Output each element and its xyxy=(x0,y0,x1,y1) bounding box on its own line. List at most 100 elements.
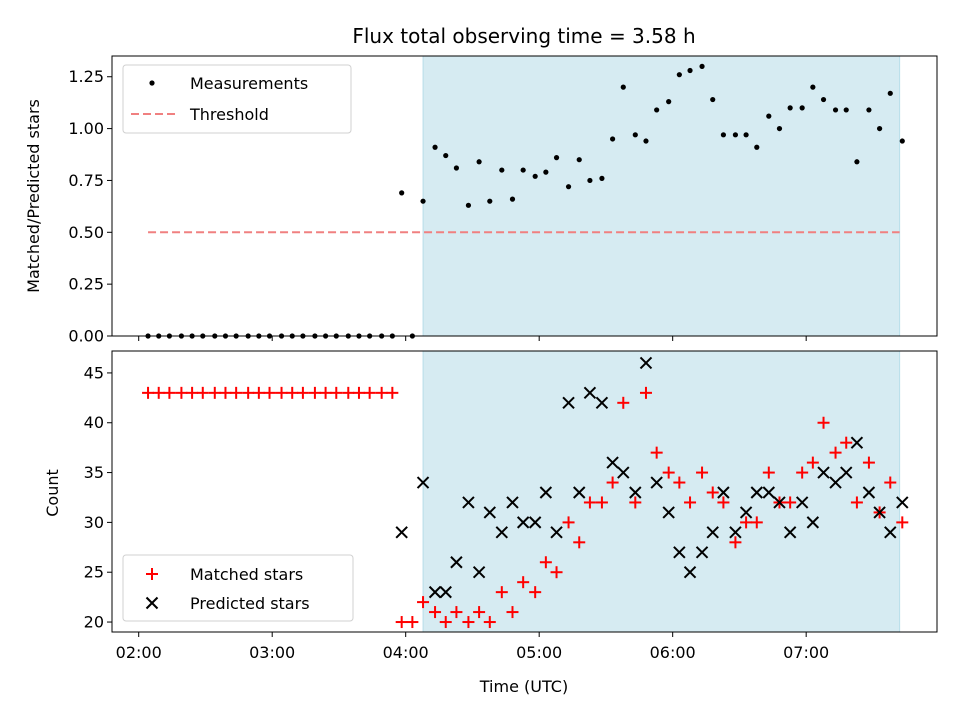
matched-star-point xyxy=(352,386,365,399)
predicted-star-point xyxy=(606,456,619,469)
measurement-point xyxy=(866,107,872,113)
matched-star-point xyxy=(583,496,596,509)
measurement-point xyxy=(654,107,660,113)
legend-frame xyxy=(122,554,354,622)
matched-star-point xyxy=(762,466,775,479)
predicted-star-point xyxy=(695,546,709,559)
top-ylabel: Matched/Predicted stars xyxy=(24,99,43,293)
matched-star-point xyxy=(650,446,663,459)
x-tick-label: 03:00 xyxy=(249,643,295,662)
y-tick-label: 0.75 xyxy=(68,171,104,190)
matched-star-point xyxy=(639,386,652,399)
matched-star-point xyxy=(896,516,909,529)
predicted-star-point xyxy=(495,526,509,539)
x-tick-label: 06:00 xyxy=(650,643,696,662)
matched-star-point xyxy=(252,386,265,399)
predicted-star-point xyxy=(639,356,653,370)
measurement-point xyxy=(810,84,816,90)
measurement-point xyxy=(720,132,727,138)
matched-star-point xyxy=(662,466,675,479)
predicted-star-point xyxy=(762,486,776,499)
matched-star-point xyxy=(342,386,355,399)
matched-star-point xyxy=(186,386,199,399)
predicted-star-point xyxy=(896,496,909,509)
predicted-star-point xyxy=(573,486,586,499)
measurement-point xyxy=(476,159,482,165)
x-tick-label: 04:00 xyxy=(383,643,429,662)
bottom-legend: Matched stars Predicted stars xyxy=(122,554,354,622)
predicted-star-point xyxy=(717,486,730,499)
predicted-star-point xyxy=(617,466,630,479)
predicted-star-point xyxy=(750,486,763,499)
matched-star-point xyxy=(806,456,819,469)
measurement-point xyxy=(699,63,705,69)
predicted-star-point xyxy=(739,506,753,519)
y-tick-label: 25 xyxy=(84,563,104,582)
predicted-star-point xyxy=(650,476,663,489)
predicted-star-point xyxy=(506,496,519,509)
legend-label-threshold: Threshold xyxy=(189,105,269,124)
legend-label-measurements: Measurements xyxy=(190,74,308,93)
predicted-star-point xyxy=(729,526,742,539)
y-tick-label: 35 xyxy=(84,463,104,482)
matched-star-point xyxy=(296,386,309,399)
y-tick-label: 45 xyxy=(84,363,104,382)
shaded-interval xyxy=(422,55,901,337)
measurement-point xyxy=(743,132,749,138)
measurement-point xyxy=(687,67,693,74)
matched-star-point xyxy=(506,606,519,619)
measurement-point xyxy=(854,159,860,165)
matched-star-point xyxy=(884,476,897,489)
top-legend: Measurements Threshold xyxy=(122,64,352,134)
measurement-point xyxy=(799,105,805,111)
predicted-star-point xyxy=(817,466,830,479)
matched-star-point xyxy=(573,536,586,549)
matched-star-point xyxy=(829,446,842,459)
matched-star-point xyxy=(606,476,619,489)
measurement-point xyxy=(453,165,460,171)
chart-title: Flux total observing time = 3.58 h xyxy=(352,24,695,48)
measurement-point xyxy=(509,196,516,202)
measurement-point xyxy=(443,152,449,159)
matched-star-point xyxy=(817,416,830,429)
y-tick-label: 1.00 xyxy=(68,119,104,138)
predicted-star-point xyxy=(795,496,809,509)
bottom-ylabel: Count xyxy=(43,469,62,517)
measurement-point xyxy=(587,177,593,184)
matched-star-point xyxy=(375,386,388,399)
legend-marker-predicted xyxy=(145,596,159,610)
predicted-star-point xyxy=(595,396,609,410)
measurement-point xyxy=(666,99,672,105)
predicted-star-point xyxy=(683,566,697,579)
measurement-point xyxy=(553,155,560,161)
measurement-point xyxy=(499,167,505,173)
measurement-point xyxy=(565,184,572,190)
measurement-point xyxy=(832,107,839,113)
measurement-point xyxy=(610,136,616,142)
y-tick-label: 20 xyxy=(84,613,104,632)
matched-star-point xyxy=(740,516,753,529)
matched-star-point xyxy=(319,386,332,399)
measurement-point xyxy=(899,138,905,144)
y-tick-label: 0.25 xyxy=(68,275,104,294)
predicted-star-point xyxy=(840,466,853,479)
matched-star-point xyxy=(529,586,542,599)
predicted-star-point xyxy=(583,386,597,400)
matched-star-point xyxy=(784,496,797,509)
matched-star-point xyxy=(450,606,463,619)
matched-star-point xyxy=(539,556,552,569)
matched-star-point xyxy=(562,516,575,529)
matched-star-point xyxy=(196,386,209,399)
predicted-star-point xyxy=(862,486,876,499)
matched-star-point xyxy=(495,586,508,599)
matched-star-point xyxy=(729,536,742,549)
matched-star-point xyxy=(263,386,276,399)
predicted-star-point xyxy=(562,396,575,410)
predicted-star-point xyxy=(395,526,408,539)
measurement-point xyxy=(632,132,638,138)
legend-marker-measurements xyxy=(149,80,155,86)
matched-star-point xyxy=(473,606,486,619)
matched-star-point xyxy=(175,386,188,399)
matched-star-point xyxy=(230,386,243,399)
